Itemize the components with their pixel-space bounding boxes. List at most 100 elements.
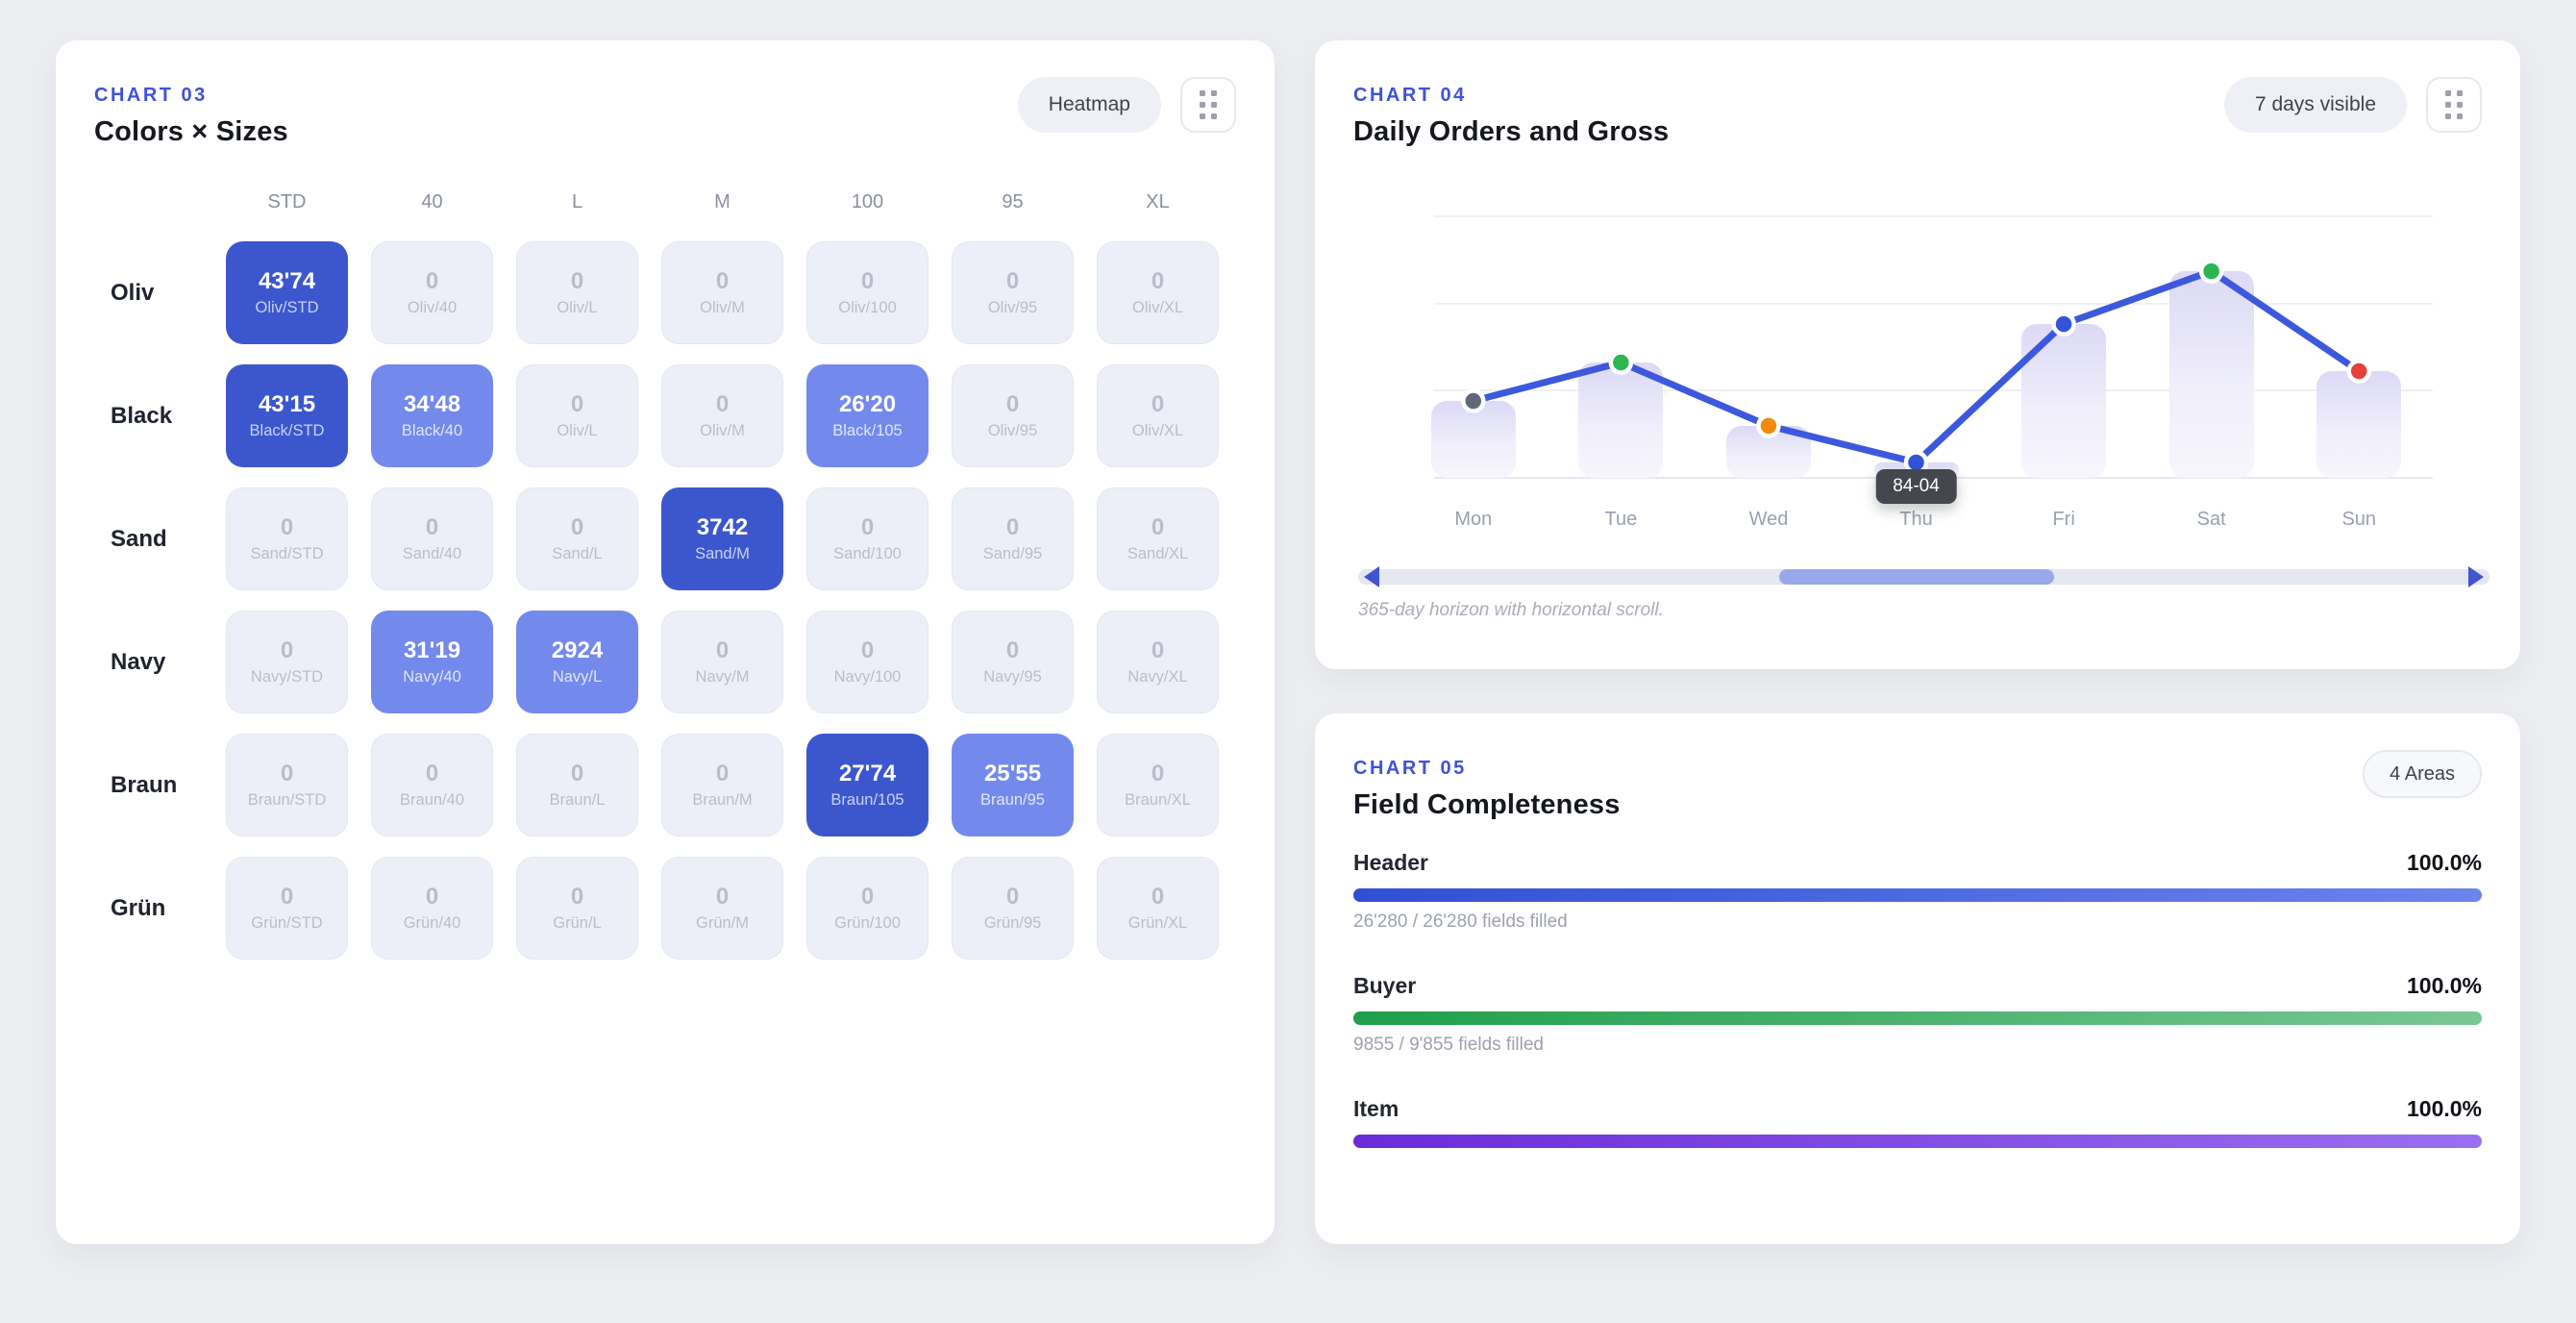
- plot-gridline: [1434, 389, 2433, 392]
- heatmap-cell[interactable]: 0 Sand/STD: [226, 487, 348, 590]
- heatmap-cell[interactable]: 25'55 Braun/95: [952, 734, 1074, 836]
- heatmap-cell-value: 0: [715, 637, 730, 664]
- heatmap-cell[interactable]: 0 Sand/40: [371, 487, 493, 590]
- heatmap-cell-value: 0: [570, 391, 584, 418]
- heatmap-cell-value: 0: [1005, 884, 1020, 911]
- chart04-eyebrow: CHART 04: [1353, 85, 1467, 106]
- day-label: Sat: [2196, 509, 2226, 530]
- heatmap-cell-value: 0: [280, 884, 294, 911]
- heatmap-cell[interactable]: 0 Sand/L: [516, 487, 638, 590]
- chart03-actions: Heatmap: [1017, 77, 1236, 133]
- heatmap-cell[interactable]: 0 Braun/M: [661, 734, 783, 836]
- heatmap-cell[interactable]: 0 Oliv/100: [806, 241, 929, 344]
- heatmap-cell[interactable]: 0 Braun/XL: [1097, 734, 1219, 836]
- scrollbar-thumb[interactable]: [1778, 569, 2054, 585]
- heatmap-cell-label: Braun/M: [692, 790, 753, 809]
- data-point-dot[interactable]: [1461, 388, 1486, 413]
- heatmap-cell[interactable]: 0 Grün/XL: [1097, 857, 1219, 960]
- heatmap-cell-value: 0: [280, 514, 294, 541]
- heatmap-cell[interactable]: 0 Braun/L: [516, 734, 638, 836]
- heatmap-cell-value: 0: [1005, 637, 1020, 664]
- heatmap-cell-value: 0: [715, 761, 730, 787]
- heatmap-cell[interactable]: 0 Navy/M: [661, 611, 783, 713]
- heatmap-cell[interactable]: 0 Oliv/M: [661, 364, 783, 467]
- heatmap-cell[interactable]: 0 Oliv/95: [952, 241, 1074, 344]
- chart03-titles: CHART 03 Colors × Sizes: [94, 77, 288, 148]
- heatmap-cell[interactable]: 0 Oliv/M: [661, 241, 783, 344]
- heatmap-cell[interactable]: 43'74 Oliv/STD: [226, 241, 348, 344]
- data-point-dot[interactable]: [2051, 312, 2076, 337]
- data-point-dot[interactable]: [1608, 350, 1634, 375]
- heatmap-cell[interactable]: 26'20 Black/105: [806, 364, 929, 467]
- heatmap-cell[interactable]: 2924 Navy/L: [516, 611, 638, 713]
- orders-line-chart: [1461, 259, 2371, 475]
- heatmap-cell[interactable]: 0 Braun/40: [371, 734, 493, 836]
- chart03-drag-handle-button[interactable]: [1180, 77, 1236, 133]
- heatmap-cell[interactable]: 0 Sand/100: [806, 487, 929, 590]
- heatmap-cell[interactable]: 0 Sand/XL: [1097, 487, 1219, 590]
- heatmap-cell-value: 0: [1005, 514, 1020, 541]
- heatmap-cell-value: 0: [280, 761, 294, 787]
- heatmap-cell[interactable]: 0 Grün/40: [371, 857, 493, 960]
- heatmap-cell[interactable]: 0 Grün/STD: [226, 857, 348, 960]
- scroll-left-arrow-icon[interactable]: [1364, 566, 1379, 587]
- heatmap-cell[interactable]: 0 Oliv/XL: [1097, 364, 1219, 467]
- heatmap-cell-label: Sand/95: [982, 544, 1043, 562]
- scroll-right-arrow-icon[interactable]: [2468, 566, 2484, 587]
- heatmap-cell-label: Grün/L: [553, 913, 602, 932]
- heatmap-cell[interactable]: 31'19 Navy/40: [371, 611, 493, 713]
- heatmap-cell[interactable]: 34'48 Black/40: [371, 364, 493, 467]
- heatmap-cell-value: 0: [860, 884, 875, 911]
- heatmap-cell-value: 0: [570, 761, 584, 787]
- chart04-titles: CHART 04 Daily Orders and Gross: [1353, 77, 1669, 148]
- heatmap-cell[interactable]: 0 Braun/STD: [226, 734, 348, 836]
- data-point-dot[interactable]: [1756, 413, 1781, 438]
- heatmap-cell[interactable]: 0 Navy/STD: [226, 611, 348, 713]
- heatmap-cell[interactable]: 3742 Sand/M: [661, 487, 783, 590]
- heatmap-cell[interactable]: 0 Oliv/XL: [1097, 241, 1219, 344]
- heatmap-cell[interactable]: 0 Oliv/L: [516, 364, 638, 467]
- data-point-dot[interactable]: [2346, 359, 2371, 384]
- heatmap-cell[interactable]: 0 Oliv/40: [371, 241, 493, 344]
- heatmap-cell-label: Sand/XL: [1127, 544, 1189, 562]
- heatmap-column-header: 100: [851, 190, 884, 212]
- chart04-drag-handle-button[interactable]: [2426, 77, 2482, 133]
- heatmap-cell[interactable]: 27'74 Braun/105: [806, 734, 929, 836]
- heatmap-mode-badge[interactable]: Heatmap: [1017, 77, 1161, 133]
- heatmap-cell-label: Oliv/L: [557, 421, 598, 439]
- heatmap-cell-label: Black/STD: [249, 421, 325, 439]
- heatmap-cell-value: 0: [1151, 637, 1165, 664]
- horizontal-scrollbar-track[interactable]: [1358, 566, 2489, 587]
- heatmap-cell-label: Navy/100: [833, 667, 902, 686]
- completeness-label: Header: [1353, 850, 1428, 875]
- completeness-row: Header 100.0% 26'280 / 26'280 fields fille…: [1353, 850, 2482, 933]
- data-point-dot[interactable]: [2198, 259, 2224, 284]
- heatmap-cell[interactable]: 0 Oliv/L: [516, 241, 638, 344]
- heatmap-cell[interactable]: 0 Grün/M: [661, 857, 783, 960]
- heatmap-row-label: Black: [111, 402, 173, 429]
- heatmap-cell[interactable]: 43'15 Black/STD: [226, 364, 348, 467]
- completeness-caption: 26'280 / 26'280 fields filled: [1353, 911, 1568, 932]
- heatmap-cell[interactable]: 0 Navy/100: [806, 611, 929, 713]
- heatmap-cell[interactable]: 0 Grün/L: [516, 857, 638, 960]
- grip-dots-icon: [2445, 90, 2463, 119]
- days-visible-badge[interactable]: 7 days visible: [2223, 77, 2407, 133]
- heatmap-cell-value: 27'74: [838, 761, 897, 787]
- day-bar[interactable]: [2168, 271, 2254, 478]
- heatmap-cell[interactable]: 0 Grün/100: [806, 857, 929, 960]
- heatmap-cell-value: 0: [860, 514, 875, 541]
- heatmap-cell-value: 0: [280, 637, 294, 664]
- heatmap-cell-value: 0: [1005, 391, 1020, 418]
- heatmap-cell[interactable]: 0 Navy/95: [952, 611, 1074, 713]
- day-bar[interactable]: [1578, 362, 1664, 478]
- heatmap-cell-label: Grün/STD: [251, 913, 323, 932]
- grip-dots-icon: [1200, 90, 1217, 119]
- heatmap-cell[interactable]: 0 Grün/95: [952, 857, 1074, 960]
- chart-tooltip: 84-04: [1875, 468, 1957, 504]
- heatmap-cell[interactable]: 0 Navy/XL: [1097, 611, 1219, 713]
- day-bar[interactable]: [2316, 371, 2402, 478]
- completeness-caption: 9855 / 9'855 fields filled: [1353, 1035, 1544, 1055]
- heatmap-cell[interactable]: 0 Oliv/95: [952, 364, 1074, 467]
- day-bar[interactable]: [1430, 401, 1516, 478]
- heatmap-cell[interactable]: 0 Sand/95: [952, 487, 1074, 590]
